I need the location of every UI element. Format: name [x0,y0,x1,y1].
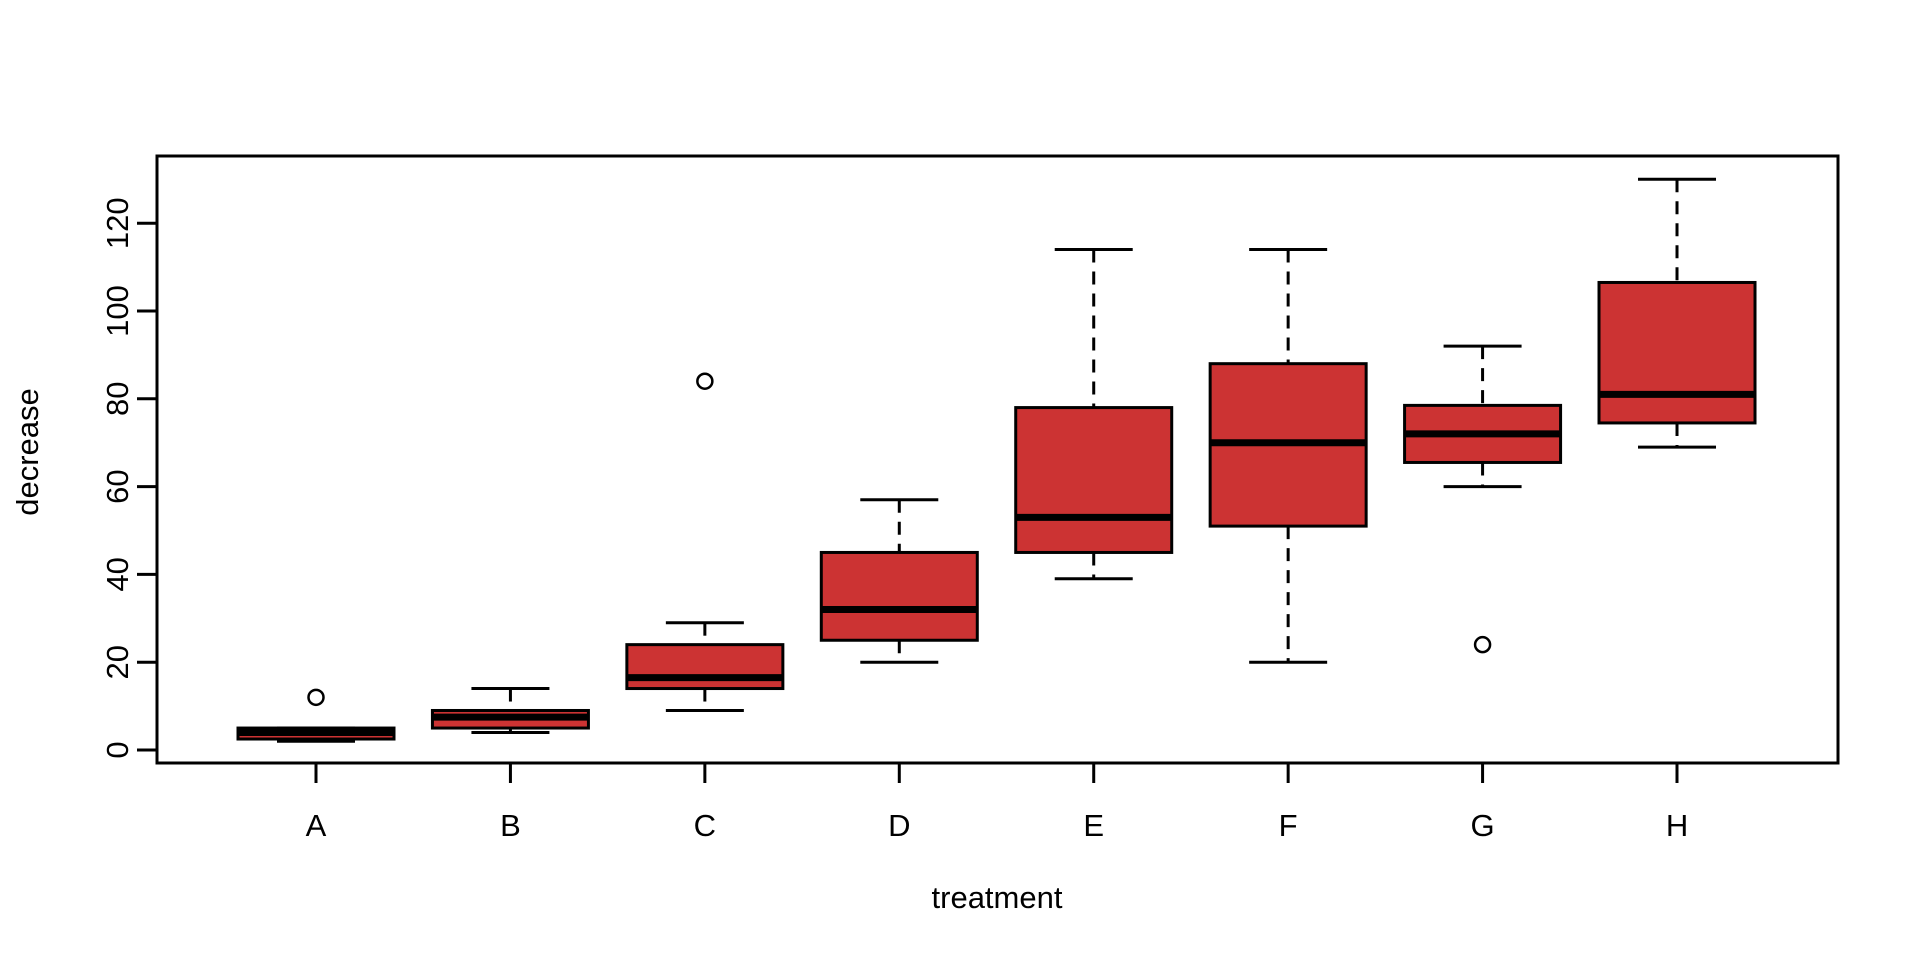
box-B [430,687,590,734]
y-tick-label: 80 [100,382,135,416]
box-A [236,688,396,743]
y-tick-label: 120 [100,197,135,249]
box-F [1208,248,1368,664]
y-tick-label: 20 [100,645,135,679]
x-tick-label: C [694,808,716,843]
x-axis: A B C D E F G H [306,763,1688,843]
outlier-G [1473,635,1492,654]
box-G [1403,344,1563,654]
y-tick-label: 60 [100,469,135,503]
box-C [625,372,785,712]
iqr-box-H [1597,280,1757,425]
x-tick-label: B [500,808,521,843]
outlier-A [307,688,325,707]
x-tick-label: E [1083,808,1104,843]
iqr-box-D [819,550,979,642]
y-tick-label: 0 [100,741,135,758]
boxplot-series [236,177,1757,743]
y-tick-label: 100 [100,285,135,337]
x-tick-label: H [1666,808,1688,843]
x-tick-label: A [306,808,327,843]
y-axis: 0 20 40 60 80 100 120 [100,197,157,759]
box-E [1014,248,1174,581]
box-H [1597,177,1757,449]
box-D [819,498,979,664]
y-tick-label: 40 [100,557,135,591]
x-tick-label: D [888,808,910,843]
iqr-box-C [625,643,785,691]
x-tick-label: F [1279,808,1298,843]
y-axis-title: decrease [10,388,45,516]
x-tick-label: G [1471,808,1495,843]
iqr-box-E [1014,406,1174,554]
plot-border [155,154,1840,765]
x-axis-title: treatment [932,880,1063,915]
outlier-C [696,372,714,390]
